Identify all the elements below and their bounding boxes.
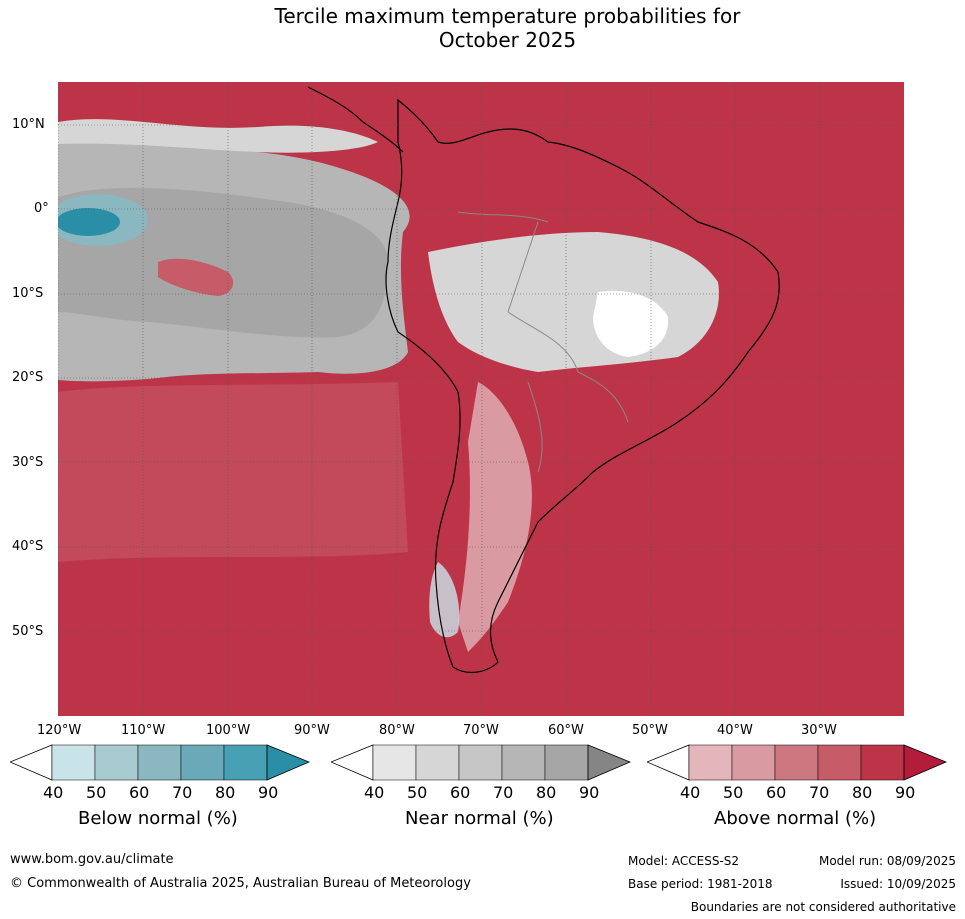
above-normal-andes-light <box>458 382 532 652</box>
legend-extend-low <box>331 744 374 781</box>
above-normal-spot-pacific <box>158 258 234 296</box>
lat-label: 20°S <box>12 370 44 385</box>
footer-url[interactable]: www.bom.gov.au/climate <box>10 852 174 867</box>
map-title: Tercile maximum temperature probabilitie… <box>0 4 965 52</box>
legend-tick-label: 80 <box>215 783 236 802</box>
title-line-2: October 2025 <box>438 28 577 52</box>
near-normal-brazil-core <box>593 290 669 357</box>
legend-tick-label: 90 <box>258 783 279 802</box>
lat-label: 10°N <box>12 117 45 132</box>
legend-swatch <box>94 744 139 781</box>
legend-below-normal <box>10 744 310 781</box>
legend-swatch <box>774 744 819 781</box>
legend-swatch <box>372 744 417 781</box>
legend-extend-high <box>587 744 631 781</box>
legend-tick-label: 80 <box>536 783 557 802</box>
near-normal-light-band <box>58 119 378 153</box>
legend-extend-high <box>266 744 310 781</box>
lat-label: 30°S <box>12 455 44 470</box>
legend-title-above: Above normal (%) <box>714 808 877 829</box>
legend-tick-label: 70 <box>172 783 193 802</box>
legend-extend-low <box>647 744 690 781</box>
legend-swatch <box>688 744 733 781</box>
legend-tick-label: 90 <box>579 783 600 802</box>
legend-swatch <box>223 744 268 781</box>
legend-tick-label: 90 <box>895 783 916 802</box>
legend-tick-label: 50 <box>86 783 107 802</box>
footer-copyright: © Commonwealth of Australia 2025, Austra… <box>10 876 471 891</box>
lon-label: 30°W <box>801 723 837 738</box>
lon-label: 40°W <box>717 723 753 738</box>
legend-tick-label: 80 <box>852 783 873 802</box>
lon-label: 80°W <box>379 723 415 738</box>
legend-tick-label: 40 <box>43 783 64 802</box>
legend-swatch <box>501 744 546 781</box>
legend-tick-label: 40 <box>364 783 385 802</box>
legend-title-near: Near normal (%) <box>405 808 554 829</box>
footer-issued: Issued: 10/09/2025 <box>840 877 956 891</box>
graticule <box>58 82 904 716</box>
legend-tick-label: 50 <box>723 783 744 802</box>
legend-tick-label: 50 <box>407 783 428 802</box>
legend-swatch <box>51 744 96 781</box>
legend-above-normal <box>647 744 947 781</box>
lat-label: 40°S <box>12 539 44 554</box>
below-normal-patch-core <box>58 208 120 236</box>
lon-label: 100°W <box>206 723 251 738</box>
legend-tick-label: 60 <box>450 783 471 802</box>
legend-swatch <box>180 744 225 781</box>
legend-swatch <box>458 744 503 781</box>
lon-label: 110°W <box>121 723 166 738</box>
legend-tick-label: 70 <box>493 783 514 802</box>
lat-label: 50°S <box>12 624 44 639</box>
legend-swatch <box>544 744 589 781</box>
central-america-coastline <box>307 86 404 153</box>
lon-label: 50°W <box>632 723 668 738</box>
lon-label: 70°W <box>463 723 499 738</box>
title-line-1: Tercile maximum temperature probabilitie… <box>274 4 741 28</box>
footer-model: Model: ACCESS-S2 <box>628 854 740 868</box>
lon-label: 90°W <box>294 723 330 738</box>
country-borders <box>457 211 629 473</box>
legend-swatch <box>860 744 905 781</box>
legend-near-normal <box>331 744 631 781</box>
lon-label: 120°W <box>37 723 82 738</box>
legend-extend-high <box>903 744 947 781</box>
lat-label: 10°S <box>12 286 44 301</box>
footer-disclaimer: Boundaries are not considered authoritat… <box>690 900 956 914</box>
legend-tick-label: 70 <box>809 783 830 802</box>
legend-tick-label: 40 <box>680 783 701 802</box>
near-normal-patagonia <box>429 562 460 638</box>
lat-label: 0° <box>34 201 49 216</box>
legend-swatch <box>137 744 182 781</box>
legend-title-below: Below normal (%) <box>78 808 238 829</box>
legend-tick-label: 60 <box>766 783 787 802</box>
footer-model-run: Model run: 08/09/2025 <box>818 854 956 868</box>
legend-swatch <box>415 744 460 781</box>
legend-swatch <box>817 744 862 781</box>
lon-label: 60°W <box>548 723 584 738</box>
legend-swatch <box>731 744 776 781</box>
probability-map <box>58 82 904 716</box>
above-normal-south-pacific <box>58 382 408 562</box>
legend-extend-low <box>10 744 53 781</box>
footer-base-period: Base period: 1981-2018 <box>628 877 773 891</box>
legend-tick-label: 60 <box>129 783 150 802</box>
south-america-coastline <box>385 98 780 674</box>
